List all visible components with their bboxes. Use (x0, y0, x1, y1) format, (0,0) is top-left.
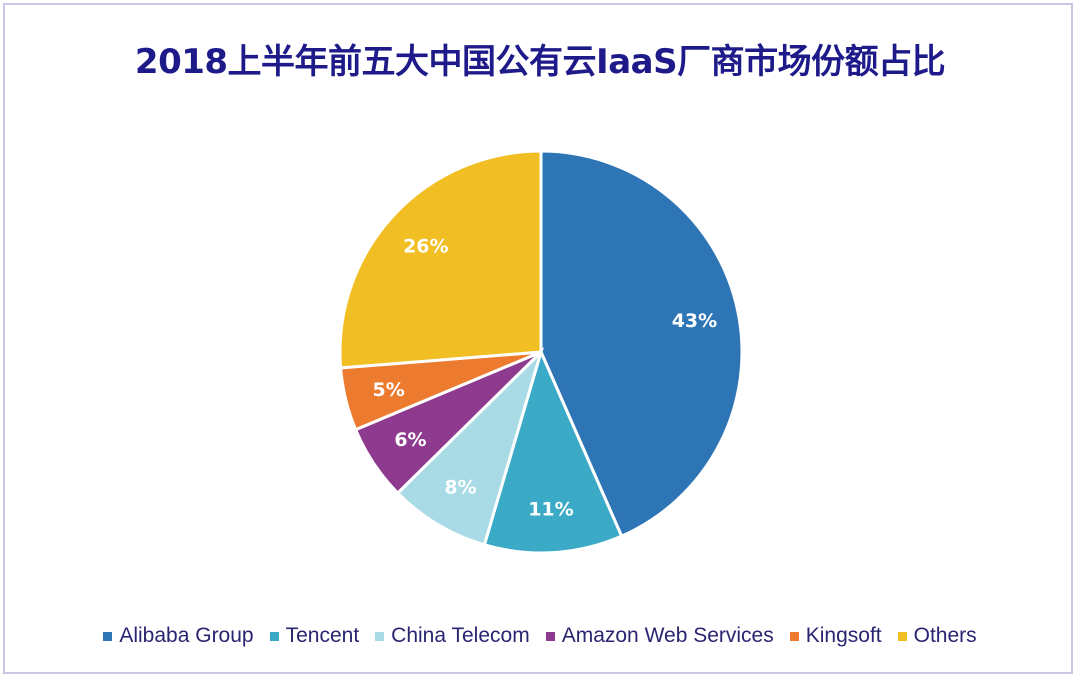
legend-item: Alibaba Group (103, 624, 254, 648)
chart-frame (3, 3, 1073, 674)
data-label: 8% (444, 477, 476, 499)
legend-label: Kingsoft (805, 624, 882, 647)
legend: Alibaba Group Tencent China Telecom Amazon … (0, 624, 1080, 648)
legend-label: Others (913, 624, 977, 647)
pie-slice-others (338, 149, 543, 370)
legend-swatch (375, 631, 385, 641)
data-label: 6% (394, 429, 426, 451)
legend-swatch (545, 631, 555, 641)
legend-item: China Telecom (375, 624, 530, 648)
legend-swatch (103, 631, 113, 641)
legend-label: China Telecom (391, 624, 530, 647)
legend-label: Amazon Web Services (561, 624, 774, 647)
legend-item: Tencent (269, 624, 360, 648)
data-label: 43% (672, 310, 717, 332)
legend-swatch (789, 631, 799, 641)
data-label: 26% (403, 236, 448, 258)
legend-label: Tencent (285, 624, 360, 647)
legend-item: Others (897, 624, 977, 648)
legend-item: Amazon Web Services (545, 624, 774, 648)
legend-item: Kingsoft (789, 624, 882, 648)
legend-swatch (269, 631, 279, 641)
data-label: 11% (528, 498, 573, 520)
legend-swatch (897, 631, 907, 641)
pie-slice-tencent (482, 347, 624, 555)
pie-slice-china-telecom (395, 346, 545, 547)
pie-slice-alibaba-group (539, 149, 744, 539)
chart-title: 2018上半年前五大中国公有云IaaS厂商市场份额占比 (134, 42, 946, 82)
data-label: 5% (373, 379, 405, 401)
legend-label: Alibaba Group (119, 624, 254, 647)
